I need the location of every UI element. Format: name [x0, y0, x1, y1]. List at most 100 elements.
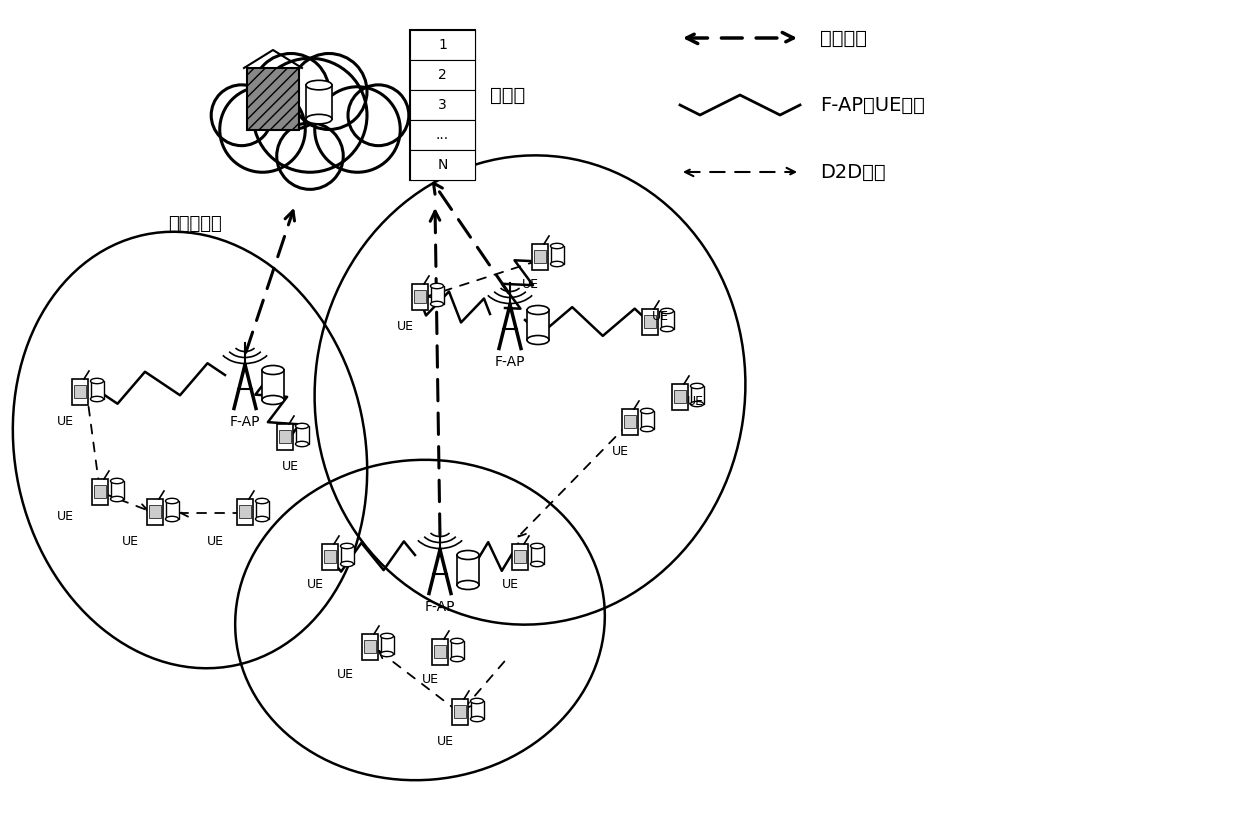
- Text: UE: UE: [57, 415, 73, 428]
- Bar: [72, 379, 88, 405]
- Bar: [91, 381, 103, 399]
- Bar: [454, 705, 465, 718]
- Text: ...: ...: [436, 128, 449, 142]
- Bar: [239, 505, 250, 518]
- Bar: [625, 415, 636, 428]
- Ellipse shape: [295, 423, 309, 429]
- Bar: [381, 636, 393, 654]
- Bar: [450, 641, 464, 659]
- Bar: [512, 544, 528, 570]
- Ellipse shape: [641, 408, 653, 414]
- Bar: [458, 555, 479, 585]
- Bar: [262, 370, 284, 400]
- Bar: [410, 30, 475, 180]
- Bar: [532, 244, 548, 270]
- Text: 后传链路: 后传链路: [820, 29, 867, 47]
- Bar: [515, 550, 526, 563]
- Bar: [641, 309, 658, 335]
- Bar: [470, 701, 484, 719]
- Ellipse shape: [381, 633, 393, 639]
- Bar: [432, 639, 449, 665]
- Ellipse shape: [661, 308, 673, 314]
- Ellipse shape: [430, 284, 444, 289]
- Text: 云端服务器: 云端服务器: [169, 215, 222, 233]
- Bar: [94, 485, 105, 498]
- Bar: [645, 315, 656, 328]
- Ellipse shape: [306, 81, 332, 90]
- Circle shape: [253, 54, 329, 130]
- Ellipse shape: [661, 326, 673, 332]
- Text: UE: UE: [281, 460, 299, 473]
- Bar: [362, 634, 378, 660]
- Bar: [279, 430, 290, 443]
- Ellipse shape: [450, 656, 464, 662]
- Ellipse shape: [470, 716, 484, 722]
- Ellipse shape: [691, 383, 703, 389]
- Bar: [410, 90, 475, 120]
- Ellipse shape: [641, 426, 653, 432]
- Bar: [410, 60, 475, 90]
- Bar: [306, 85, 332, 119]
- Bar: [255, 501, 269, 519]
- Bar: [365, 640, 376, 653]
- Ellipse shape: [691, 401, 703, 407]
- Circle shape: [315, 86, 401, 172]
- Bar: [675, 390, 686, 403]
- Text: F-AP到UE通信: F-AP到UE通信: [820, 95, 925, 114]
- Text: N: N: [438, 158, 448, 172]
- Ellipse shape: [262, 395, 284, 404]
- Ellipse shape: [165, 516, 179, 522]
- Bar: [451, 699, 469, 725]
- Bar: [621, 409, 639, 435]
- Bar: [149, 505, 161, 518]
- Ellipse shape: [341, 562, 353, 566]
- Text: 1: 1: [438, 38, 446, 52]
- Bar: [165, 501, 179, 519]
- Ellipse shape: [262, 365, 284, 375]
- Ellipse shape: [295, 441, 309, 447]
- Bar: [672, 384, 688, 410]
- Text: UE: UE: [436, 735, 454, 748]
- Bar: [527, 310, 549, 340]
- Text: F-AP: F-AP: [425, 600, 455, 614]
- Bar: [295, 426, 309, 444]
- Bar: [531, 546, 543, 564]
- Bar: [321, 544, 339, 570]
- Text: D2D通信: D2D通信: [820, 162, 885, 182]
- Bar: [341, 546, 353, 564]
- Ellipse shape: [110, 478, 124, 483]
- Text: UE: UE: [336, 668, 353, 681]
- Ellipse shape: [458, 550, 479, 560]
- Ellipse shape: [430, 302, 444, 306]
- Ellipse shape: [91, 378, 103, 384]
- Ellipse shape: [458, 580, 479, 589]
- Ellipse shape: [527, 336, 549, 345]
- Bar: [430, 286, 444, 304]
- Circle shape: [348, 85, 409, 146]
- Text: 文件库: 文件库: [490, 86, 526, 104]
- Text: F-AP: F-AP: [229, 415, 260, 429]
- Bar: [277, 424, 294, 450]
- Bar: [661, 311, 673, 329]
- Text: UE: UE: [122, 535, 139, 548]
- Bar: [551, 246, 563, 264]
- Bar: [414, 290, 425, 303]
- Text: UE: UE: [422, 673, 439, 686]
- Text: UE: UE: [306, 578, 324, 591]
- Bar: [92, 479, 108, 505]
- Ellipse shape: [381, 651, 393, 657]
- Ellipse shape: [470, 698, 484, 703]
- Ellipse shape: [551, 244, 563, 249]
- Ellipse shape: [531, 562, 543, 566]
- Text: UE: UE: [397, 320, 413, 333]
- Circle shape: [291, 54, 367, 130]
- Bar: [110, 481, 124, 499]
- Text: 3: 3: [438, 98, 446, 112]
- Ellipse shape: [341, 544, 353, 548]
- Ellipse shape: [450, 638, 464, 644]
- Ellipse shape: [91, 396, 103, 402]
- Text: UE: UE: [57, 510, 73, 523]
- Ellipse shape: [531, 544, 543, 548]
- Bar: [641, 411, 653, 429]
- Ellipse shape: [255, 498, 269, 504]
